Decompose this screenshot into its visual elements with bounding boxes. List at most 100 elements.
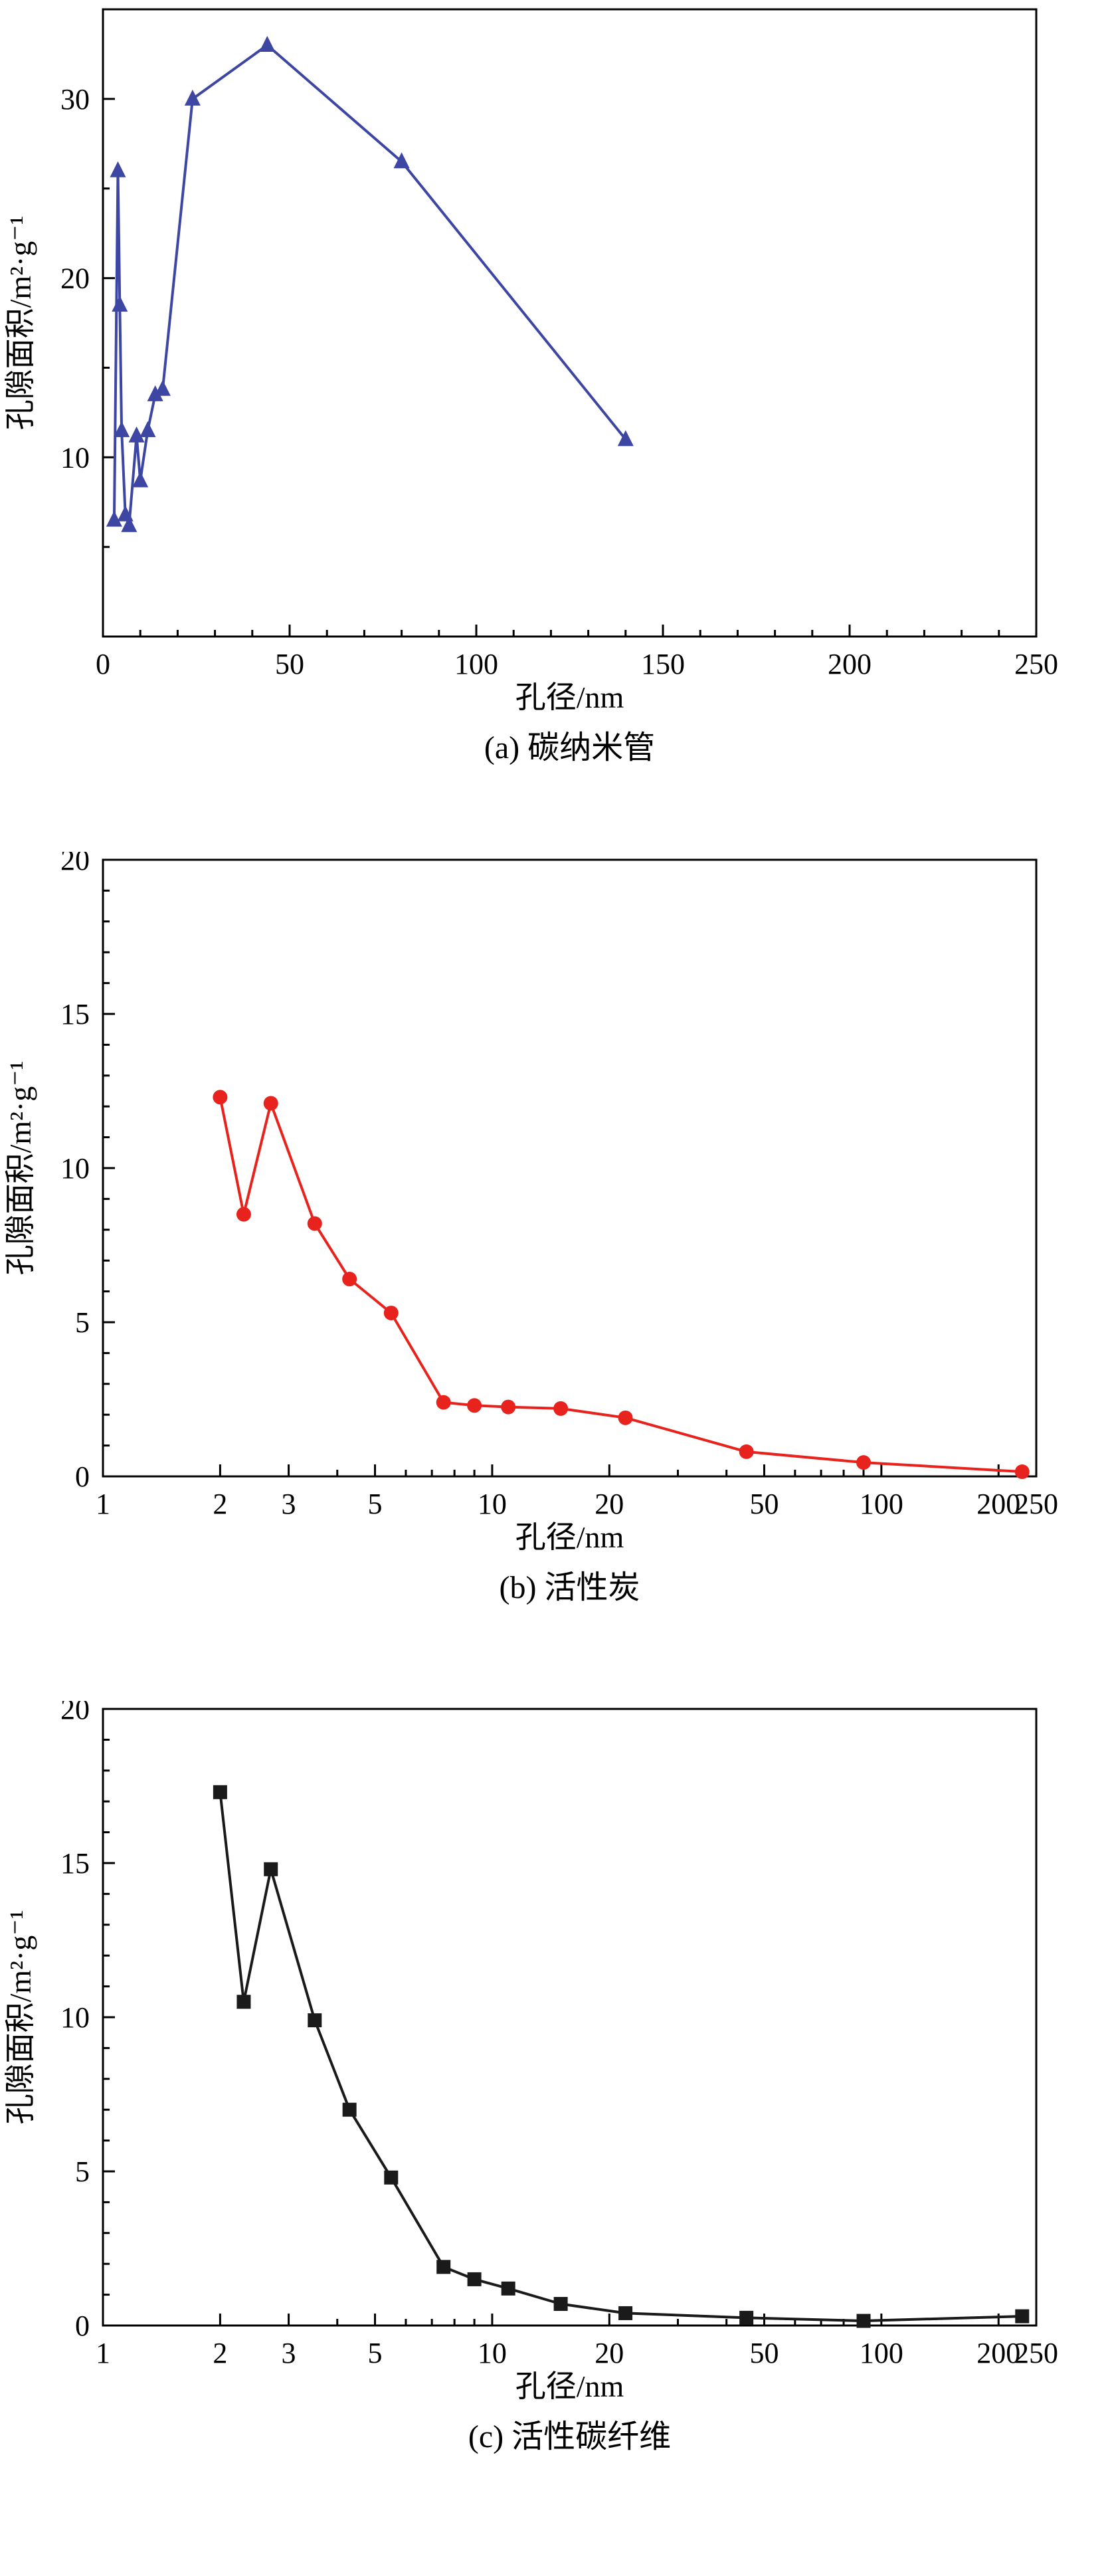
data-point-marker bbox=[436, 1395, 451, 1410]
series-a bbox=[106, 35, 634, 532]
x-tick-label: 5 bbox=[368, 1488, 383, 1516]
x-tick-label: 10 bbox=[478, 1488, 507, 1516]
x-tick-label: 50 bbox=[275, 648, 304, 676]
data-point-marker bbox=[617, 430, 634, 446]
data-point-marker bbox=[139, 421, 156, 437]
data-point-marker bbox=[436, 2260, 451, 2274]
x-tick-label: 1 bbox=[96, 1488, 110, 1516]
x-tick-label: 50 bbox=[749, 1488, 779, 1516]
y-tick-label: 30 bbox=[60, 83, 90, 116]
x-tick-label: 250 bbox=[1014, 2337, 1058, 2365]
y-tick-label: 20 bbox=[60, 262, 90, 295]
x-tick-label: 250 bbox=[1014, 1488, 1058, 1516]
data-point-marker bbox=[307, 1216, 322, 1231]
y-tick-label: 10 bbox=[60, 2001, 90, 2034]
x-tick-label: 50 bbox=[749, 2337, 779, 2365]
y-axis-label: 孔隙面积/m²·g⁻¹ bbox=[3, 1910, 37, 2125]
x-tick-label: 20 bbox=[595, 2337, 624, 2365]
y-tick-label: 15 bbox=[60, 998, 90, 1031]
y-tick-label: 20 bbox=[60, 1701, 90, 1726]
y-tick-label: 15 bbox=[60, 1847, 90, 1880]
data-point-marker bbox=[236, 1207, 251, 1222]
x-tick-label: 5 bbox=[368, 2337, 383, 2365]
data-point-marker bbox=[114, 421, 130, 437]
x-tick-label: 1 bbox=[96, 2337, 110, 2365]
data-point-marker bbox=[618, 1410, 633, 1425]
x-tick-label: 3 bbox=[282, 1488, 296, 1516]
figure-panel-c: 1 2 3 5 10 20 50 100 200 250 0 5 10 15 20 孔隙面积/m²·g⁻¹ 孔… bbox=[0, 1701, 1108, 2458]
x-tick-label: 2 bbox=[213, 2337, 227, 2365]
data-point-marker bbox=[739, 2310, 754, 2325]
x-axis-label-c: 孔径/nm bbox=[515, 2369, 624, 2403]
figure-panel-b: 1 2 3 5 10 20 50 100 200 250 0 5 10 15 20 孔隙面积/m²·g⁻¹ 孔… bbox=[0, 852, 1108, 1609]
plot-border bbox=[102, 858, 1038, 1478]
data-point-marker bbox=[106, 510, 122, 527]
data-point-marker bbox=[553, 1401, 569, 1416]
x-axis-label-a: 孔径/nm bbox=[515, 680, 624, 714]
data-point-marker bbox=[184, 89, 201, 106]
axes bbox=[102, 1708, 1038, 2327]
x-tick-label: 0 bbox=[96, 648, 110, 676]
x-tick-label: 100 bbox=[860, 2337, 903, 2365]
data-point-marker bbox=[147, 385, 163, 401]
x-tick-label: 3 bbox=[282, 2337, 296, 2365]
data-point-marker bbox=[467, 2272, 482, 2286]
data-point-marker bbox=[467, 1398, 482, 1413]
data-point-marker bbox=[213, 1090, 228, 1105]
axes bbox=[102, 858, 1038, 1478]
data-point-marker bbox=[739, 1444, 754, 1459]
series-b bbox=[213, 1090, 1030, 1480]
x-tick-label: 250 bbox=[1014, 648, 1058, 676]
axes bbox=[102, 8, 1038, 638]
data-point-marker bbox=[342, 2102, 357, 2117]
y-axis-label: 孔隙面积/m²·g⁻¹ bbox=[3, 216, 37, 431]
y-axis-label: 孔隙面积/m²·g⁻¹ bbox=[3, 1061, 37, 1276]
x-tick-label: 100 bbox=[860, 1488, 903, 1516]
y-tick-label: 20 bbox=[60, 852, 90, 876]
data-point-marker bbox=[264, 1862, 278, 1876]
data-point-marker bbox=[856, 1455, 872, 1470]
x-tick-label: 150 bbox=[641, 648, 685, 676]
y-tick-label: 0 bbox=[75, 1460, 90, 1493]
chart-a-canvas: 0 50 100 150 200 250 10 20 30 孔隙面积/m²·g⁻¹ bbox=[3, 8, 1058, 676]
data-point-marker bbox=[263, 1096, 278, 1111]
series-c bbox=[213, 1785, 1030, 2328]
data-point-marker bbox=[1015, 2309, 1030, 2324]
data-point-marker bbox=[132, 471, 149, 488]
x-axis-label-b: 孔径/nm bbox=[515, 1520, 624, 1554]
y-tick-label: 10 bbox=[60, 441, 90, 474]
data-point-marker bbox=[342, 1272, 357, 1287]
plot-border bbox=[102, 1708, 1038, 2327]
series-line bbox=[219, 1096, 1022, 1473]
series-line bbox=[219, 1792, 1022, 2322]
x-tick-label: 200 bbox=[976, 1488, 1020, 1516]
data-point-marker bbox=[1014, 1464, 1030, 1480]
data-point-marker bbox=[236, 1995, 251, 2009]
figure-caption-c: (c) 活性碳纤维 bbox=[468, 2419, 672, 2454]
figure-panel-a: 0 50 100 150 200 250 10 20 30 孔隙面积/m²·g⁻¹ 孔径/nm (… bbox=[0, 5, 1108, 769]
y-tick-label: 10 bbox=[60, 1152, 90, 1185]
x-tick-label: 10 bbox=[478, 2337, 507, 2365]
data-point-marker bbox=[308, 2013, 322, 2028]
data-point-marker bbox=[121, 516, 138, 532]
data-point-marker bbox=[501, 1399, 516, 1415]
figure-caption-a: (a) 碳纳米管 bbox=[484, 730, 656, 765]
data-point-marker bbox=[154, 379, 171, 396]
y-tick-label: 5 bbox=[75, 2155, 90, 2188]
data-point-marker bbox=[110, 161, 126, 177]
data-point-marker bbox=[213, 1785, 227, 1799]
x-tick-label: 100 bbox=[454, 648, 498, 676]
x-tick-label: 200 bbox=[976, 2337, 1020, 2365]
data-point-marker bbox=[856, 2314, 871, 2328]
data-point-marker bbox=[393, 152, 410, 169]
data-point-marker bbox=[259, 35, 276, 52]
y-tick-label: 5 bbox=[75, 1306, 90, 1339]
x-tick-label: 200 bbox=[828, 648, 872, 676]
tick-labels: 0 50 100 150 200 250 10 20 30 bbox=[60, 83, 1058, 676]
data-point-marker bbox=[553, 2297, 568, 2312]
data-point-marker bbox=[128, 426, 145, 443]
